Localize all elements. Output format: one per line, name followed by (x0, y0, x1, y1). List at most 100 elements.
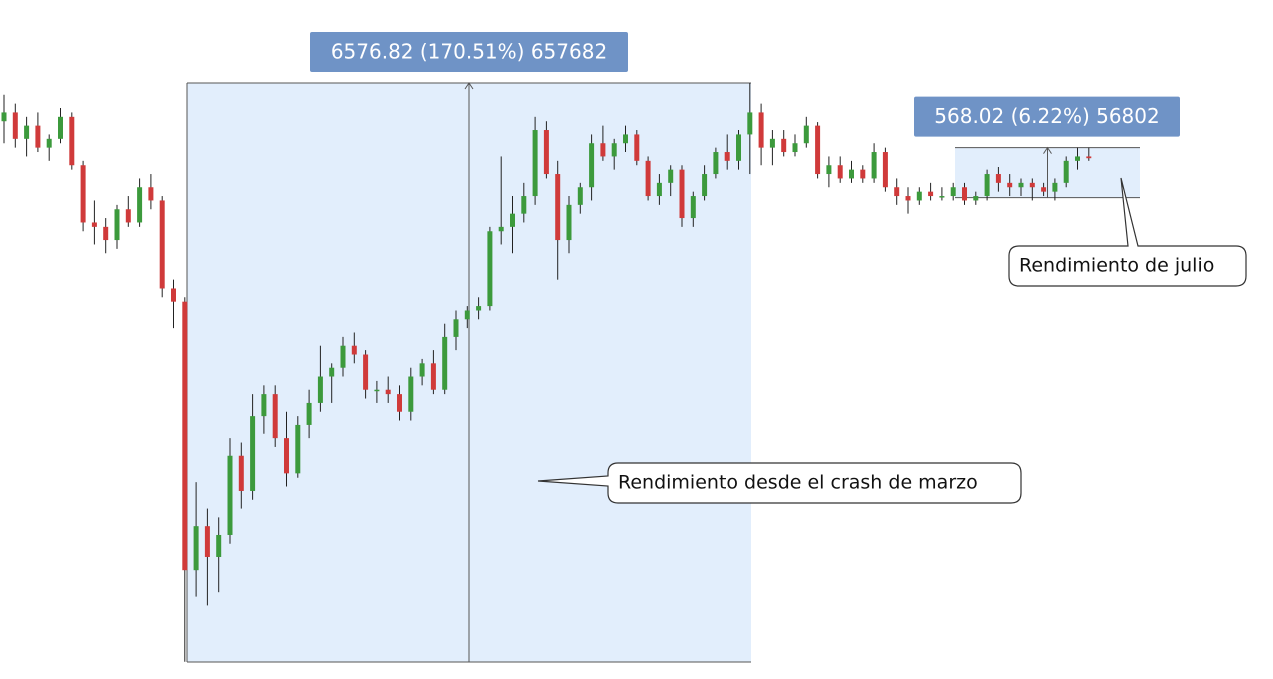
candle-body (442, 336, 448, 390)
candle-body (645, 160, 651, 197)
callout-box (1008, 177, 1247, 287)
candle-body (408, 376, 414, 412)
candle-body (849, 169, 854, 179)
candle-body (566, 204, 572, 241)
candle-body (306, 402, 312, 425)
candle-body (272, 394, 278, 439)
candle-body (284, 438, 289, 474)
candle-body (950, 187, 956, 197)
candle-body (261, 394, 267, 417)
candle-body (46, 138, 52, 148)
candle-body (769, 138, 775, 148)
candle-body (216, 534, 222, 557)
candle-body (589, 143, 595, 188)
candle-body (826, 165, 832, 175)
measure-tag (310, 32, 628, 73)
candle-body (317, 376, 323, 403)
candle-body (363, 354, 369, 390)
candle-body (600, 143, 606, 157)
candle-body (792, 143, 798, 153)
candle-body (227, 455, 233, 535)
candle-body (329, 367, 335, 377)
measure-arrowhead (1043, 146, 1052, 154)
candle-body (80, 165, 86, 223)
candle-body (611, 143, 617, 157)
candle-body (894, 187, 900, 197)
candle-body (668, 169, 674, 183)
candle-body (871, 152, 877, 179)
candle-body (803, 125, 809, 144)
candle-body (295, 424, 301, 474)
candle-body (882, 152, 888, 188)
candle-body (397, 394, 402, 412)
candle-body (204, 526, 210, 557)
candle-body (114, 209, 120, 241)
candle-body (1018, 182, 1024, 188)
candle-body (747, 112, 753, 135)
candle-body (702, 174, 708, 197)
candle-body (453, 319, 459, 337)
candle-body (137, 187, 143, 223)
candle-body (351, 345, 357, 355)
candle-body (148, 187, 154, 201)
candle-body (419, 363, 425, 377)
measure-tag (914, 96, 1180, 137)
candle-body (1052, 182, 1058, 192)
measure-label: 6576.82 (170.51%) 657682 (331, 40, 607, 64)
candle-body (69, 116, 75, 166)
candle-body (679, 169, 685, 219)
candle-body (340, 345, 346, 368)
callout: Rendimiento de julio (1008, 177, 1247, 287)
candle-body (182, 301, 188, 571)
candle-body (1, 112, 7, 122)
candle-body (91, 222, 97, 227)
candle-body (984, 174, 990, 197)
candle-body (510, 213, 515, 227)
candle-body (962, 187, 967, 201)
candle-body (758, 112, 764, 148)
candle-body (498, 226, 504, 232)
candle-body (476, 306, 482, 311)
candle-body (577, 187, 583, 205)
candle-body (724, 152, 730, 161)
candle-body (250, 416, 256, 491)
candle-body (543, 130, 549, 175)
candle-body (837, 165, 843, 179)
candle-body (1029, 182, 1035, 188)
measure-arrowhead (464, 82, 474, 90)
candle-body (532, 130, 538, 197)
candle-body (171, 288, 176, 302)
candle-body (24, 125, 30, 139)
candle-body (860, 169, 866, 179)
candle-body (238, 455, 244, 491)
candle-body (385, 389, 391, 395)
candle-body (521, 196, 527, 214)
candle-layer (1, 83, 1092, 662)
tag-layer: 6576.82 (170.51%) 657682 568.02 (6.22%) 5… (310, 32, 1180, 137)
measure-layer (186, 82, 1140, 663)
candle-body (690, 196, 696, 219)
candle-body (656, 182, 662, 197)
candle-body (713, 152, 719, 175)
candle-body (916, 191, 922, 201)
candle-body (555, 174, 561, 241)
candle-body (623, 134, 628, 144)
candle-body (634, 134, 640, 161)
candle-body (487, 231, 493, 307)
candle-body (928, 191, 934, 197)
candle-body (995, 174, 1001, 183)
callout-text: Rendimiento de julio (1019, 255, 1214, 277)
candle-body (103, 226, 109, 241)
candle-body (736, 134, 741, 161)
candle-body (464, 310, 470, 320)
candle-body (1075, 156, 1080, 161)
measure-label: 568.02 (6.22%) 56802 (934, 104, 1159, 128)
candle-body (815, 125, 821, 175)
callout-text: Rendimiento desde el crash de marzo (618, 472, 978, 494)
candle-body (35, 125, 41, 148)
candle-body (1041, 187, 1047, 192)
callout: Rendimiento desde el crash de marzo (537, 462, 1022, 504)
candle-body (12, 112, 18, 139)
callout-box (537, 462, 1022, 504)
candle-body (374, 389, 380, 392)
